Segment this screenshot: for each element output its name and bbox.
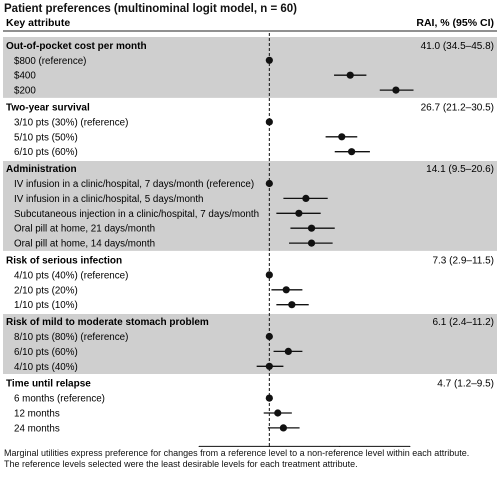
estimate-point xyxy=(279,424,287,432)
level-label: Oral pill at home, 21 days/month xyxy=(14,224,155,235)
footnote-line: Marginal utilities express preference fo… xyxy=(4,448,470,458)
estimate-point xyxy=(265,271,273,279)
level-label: $200 xyxy=(14,86,36,97)
attribute-label: Administration xyxy=(6,164,77,175)
rai-value: 14.1 (9.5–20.6) xyxy=(426,164,494,175)
estimate-point xyxy=(348,148,356,156)
rai-value: 4.7 (1.2–9.5) xyxy=(437,379,494,390)
estimate-point xyxy=(338,133,346,141)
group-band-shade xyxy=(3,37,497,99)
key-attribute-header: Key attribute xyxy=(6,17,70,29)
estimate-point xyxy=(284,347,292,355)
rai-value: 6.1 (2.4–11.2) xyxy=(432,317,494,328)
attribute-label: Out-of-pocket cost per month xyxy=(6,41,147,52)
level-label: 8/10 pts (80%) (reference) xyxy=(14,332,128,343)
group-band-shade xyxy=(3,160,497,252)
forest-plot: Key attribute RAI, % (95% CI) Out-of-pocke… xyxy=(3,17,497,447)
estimate-point xyxy=(265,118,273,126)
level-label: IV infusion in a clinic/hospital, 5 days… xyxy=(14,194,204,205)
group-band-shade xyxy=(3,313,497,375)
estimate-point xyxy=(288,301,296,309)
estimate-point xyxy=(307,224,316,232)
estimate-point xyxy=(265,394,273,402)
footnote: Marginal utilities express preference fo… xyxy=(4,448,496,470)
level-label: 5/10 pts (50%) xyxy=(14,132,78,143)
level-label: 1/10 pts (10%) xyxy=(14,300,78,311)
level-label: 24 months xyxy=(14,423,60,434)
level-label: Oral pill at home, 14 days/month xyxy=(14,239,155,250)
estimate-point xyxy=(307,239,316,247)
level-label: 4/10 pts (40%) xyxy=(14,362,78,373)
estimate-point xyxy=(265,56,273,64)
level-label: 6/10 pts (60%) xyxy=(14,147,78,158)
estimate-point xyxy=(274,409,282,417)
attribute-label: Risk of serious infection xyxy=(6,256,122,267)
estimate-point xyxy=(265,179,273,188)
level-label: 4/10 pts (40%) (reference) xyxy=(14,270,128,281)
estimate-point xyxy=(302,194,310,202)
estimate-point xyxy=(346,71,354,79)
rai-value: 26.7 (21.2–30.5) xyxy=(421,103,494,114)
level-label: 3/10 pts (30%) (reference) xyxy=(14,117,128,128)
attribute-label: Risk of mild to moderate stomach problem xyxy=(6,317,209,328)
estimate-point xyxy=(282,286,290,294)
level-label: 12 months xyxy=(14,409,60,420)
level-label: 2/10 pts (20%) xyxy=(14,285,78,296)
attribute-label: Two-year survival xyxy=(6,103,90,114)
rai-value: 41.0 (34.5–45.8) xyxy=(421,41,494,52)
rai-value: 7.3 (2.9–11.5) xyxy=(432,256,494,267)
level-label: IV infusion in a clinic/hospital, 7 days… xyxy=(14,179,254,190)
chart-title: Patient preferences (multinominal logit … xyxy=(4,3,297,15)
rai-header: RAI, % (95% CI) xyxy=(416,17,494,29)
estimate-point xyxy=(265,332,273,341)
estimate-point xyxy=(265,362,273,370)
level-label: 6/10 pts (60%) xyxy=(14,347,78,358)
estimate-point xyxy=(392,86,400,94)
level-label: 6 months (reference) xyxy=(14,394,105,405)
level-label: $800 (reference) xyxy=(14,56,86,67)
level-label: $400 xyxy=(14,71,36,82)
level-label: Subcutaneous injection in a clinic/hospi… xyxy=(14,209,259,220)
estimate-point xyxy=(295,209,303,217)
attribute-label: Time until relapse xyxy=(6,379,91,390)
footnote-line: The reference levels selected were the l… xyxy=(4,459,358,469)
